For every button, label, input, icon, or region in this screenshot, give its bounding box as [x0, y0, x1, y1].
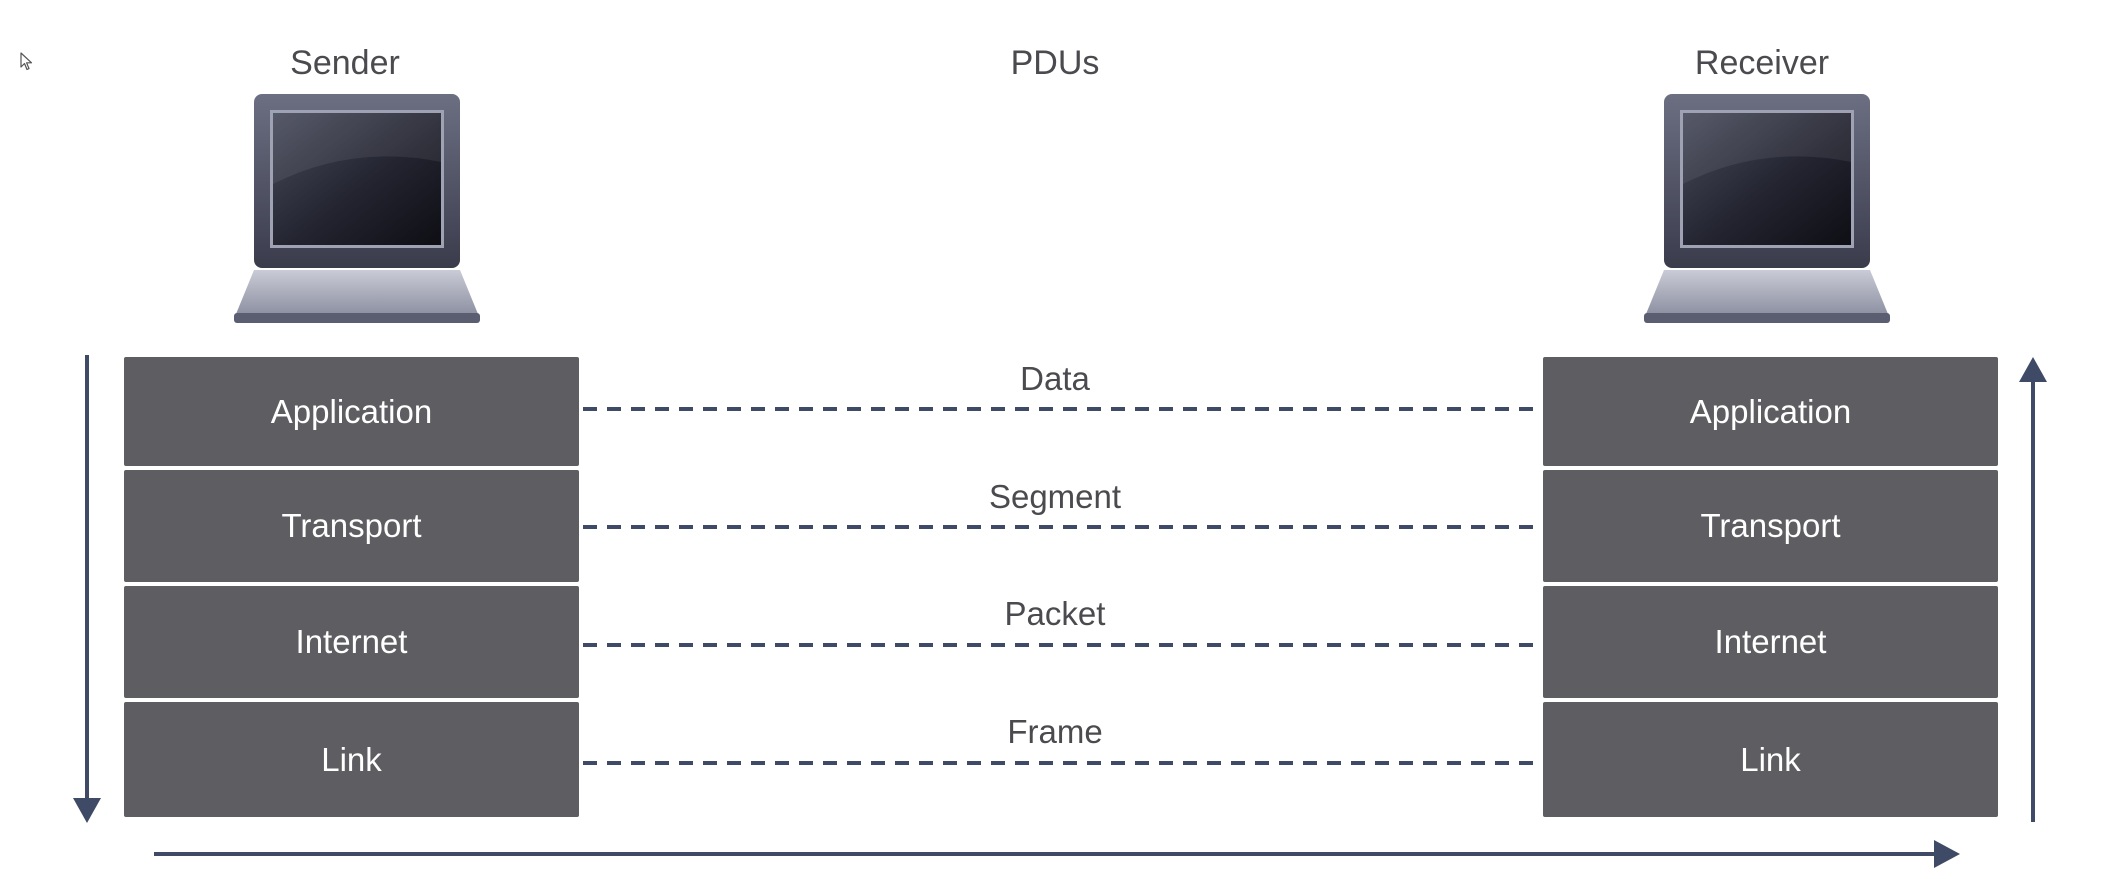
pdu-label-data: Data: [1020, 360, 1090, 397]
pdu-label-frame: Frame: [1007, 713, 1103, 750]
receiver-layer-link: Link: [1543, 702, 1998, 817]
mouse-pointer-icon: [20, 52, 33, 71]
receiver-layer-stack: Application Transport Internet Link: [1543, 357, 1998, 821]
right-arrow-icon: [154, 840, 1960, 868]
sender-layer-link: Link: [124, 702, 579, 817]
sender-layer-internet: Internet: [124, 586, 579, 698]
sender-heading: Sender: [290, 44, 400, 82]
sender-layer-application: Application: [124, 357, 579, 466]
sender-layer-transport: Transport: [124, 470, 579, 582]
receiver-laptop-icon: [1644, 94, 1890, 323]
pdu-label-segment: Segment: [988, 478, 1122, 515]
receiver-layer-application: Application: [1543, 357, 1998, 466]
sender-laptop-icon: [234, 94, 480, 323]
down-arrow-icon: [73, 355, 101, 823]
pdus-heading: PDUs: [1010, 44, 1100, 82]
receiver-layer-internet: Internet: [1543, 586, 1998, 698]
sender-layer-stack: Application Transport Internet Link: [124, 357, 579, 821]
up-arrow-icon: [2019, 357, 2047, 822]
pdu-label-packet: Packet: [1004, 595, 1106, 632]
receiver-heading: Receiver: [1694, 44, 1830, 82]
receiver-layer-transport: Transport: [1543, 470, 1998, 582]
